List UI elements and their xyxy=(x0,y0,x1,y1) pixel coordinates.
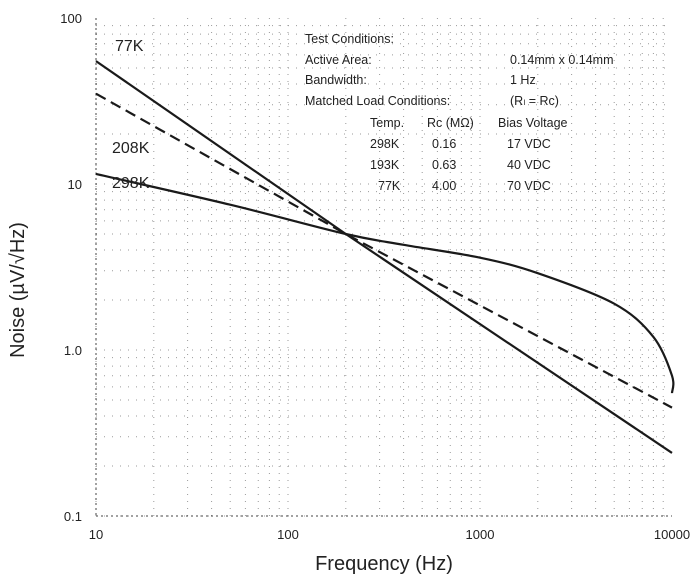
series-label-298k: 298K xyxy=(112,175,150,192)
matched-load-label: Matched Load Conditions: xyxy=(305,94,450,108)
y-tick-labels: 0.1 1.0 10 100 xyxy=(60,11,82,524)
table-row-77k-bias: 70 VDC xyxy=(507,179,551,193)
grid xyxy=(95,18,672,517)
table-row-298k-bias: 17 VDC xyxy=(507,137,551,151)
y-axis-title: Noise (µV/√Hz) xyxy=(7,222,29,358)
table-row-193k-temp: 193K xyxy=(370,158,400,172)
test-conditions-heading: Test Conditions: xyxy=(305,32,394,46)
series-line-208k xyxy=(95,92,673,409)
series-label-208k: 208K xyxy=(112,140,150,157)
active-area-value: 0.14mm x 0.14mm xyxy=(510,53,614,67)
x-tick-label: 10000 xyxy=(654,527,690,542)
series-lines xyxy=(95,60,675,454)
bandwidth-value: 1 Hz xyxy=(510,73,536,87)
series-labels: 77K 208K 298K xyxy=(112,38,150,192)
y-tick-label: 10 xyxy=(68,177,82,192)
table-row-193k-rc: 0.63 xyxy=(432,158,456,172)
table-row-298k-rc: 0.16 xyxy=(432,137,456,151)
y-tick-label: 1.0 xyxy=(64,343,82,358)
matched-load-value: (Rₗ = Rᴄ) xyxy=(510,94,559,108)
series-label-77k: 77K xyxy=(115,38,144,55)
x-tick-label: 1000 xyxy=(466,527,495,542)
active-area-label: Active Area: xyxy=(305,53,372,67)
series-line-298k xyxy=(95,172,675,394)
table-header-rc: Rc (MΩ) xyxy=(427,116,474,130)
x-tick-label: 10 xyxy=(89,527,103,542)
x-tick-labels: 10 100 1000 10000 xyxy=(89,527,690,542)
bandwidth-label: Bandwidth: xyxy=(305,73,367,87)
x-tick-label: 100 xyxy=(277,527,299,542)
table-row-77k-rc: 4.00 xyxy=(432,179,456,193)
axes xyxy=(95,18,672,517)
table-row-193k-bias: 40 VDC xyxy=(507,158,551,172)
table-row-298k-temp: 298K xyxy=(370,137,400,151)
table-header-temp: Temp. xyxy=(370,116,404,130)
table-row-77k-temp: 77K xyxy=(378,179,401,193)
table-header-bias: Bias Voltage xyxy=(498,116,568,130)
x-axis-title: Frequency (Hz) xyxy=(315,553,453,575)
y-tick-label: 0.1 xyxy=(64,509,82,524)
y-tick-label: 100 xyxy=(60,11,82,26)
test-conditions-annotation: Test Conditions: Active Area: 0.14mm x 0… xyxy=(305,32,614,193)
